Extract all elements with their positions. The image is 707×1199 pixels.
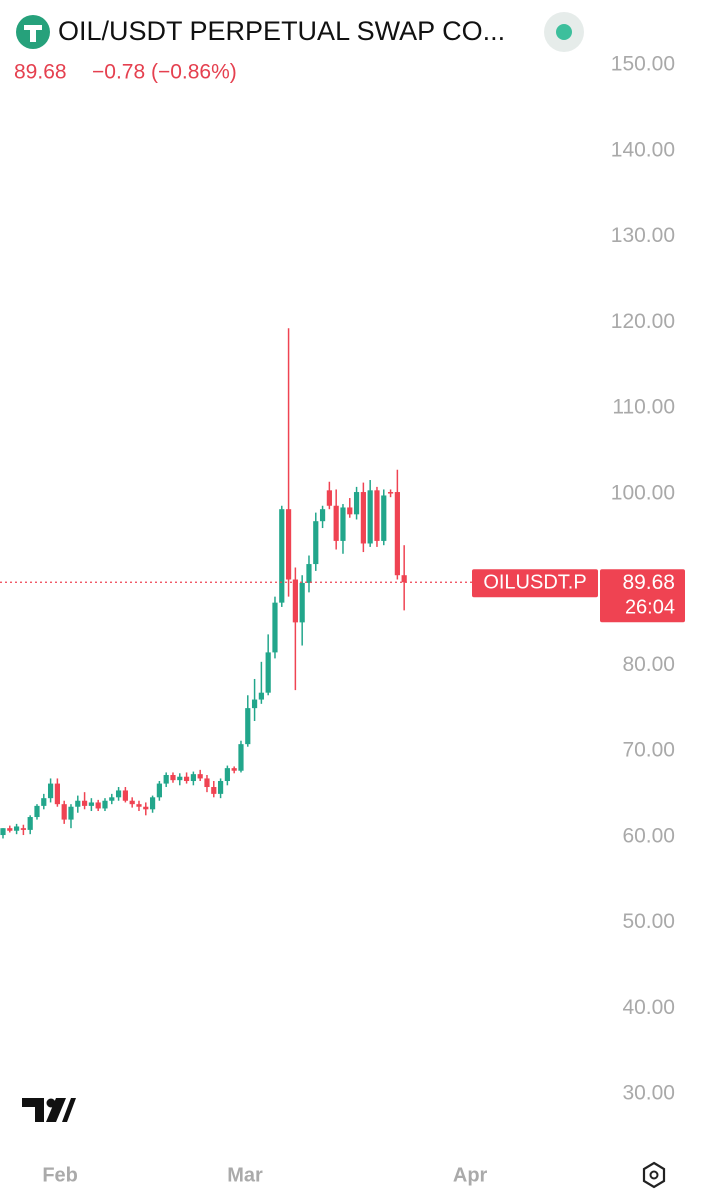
y-tick-label: 70.00 — [622, 739, 675, 762]
y-tick-label: 130.00 — [611, 224, 675, 247]
candle-body — [265, 652, 271, 693]
y-tick-label: 140.00 — [611, 138, 675, 161]
candle-body — [54, 783, 60, 805]
candle-body — [313, 521, 319, 565]
symbol-title: OIL/USDT PERPETUAL SWAP CO... — [58, 16, 505, 46]
candle-body — [367, 490, 373, 544]
candle-body — [374, 490, 380, 541]
candle-body — [285, 509, 292, 580]
candle-body — [0, 828, 6, 836]
candle-body — [7, 828, 13, 831]
tradingview-logo — [22, 1098, 76, 1122]
candle-body — [306, 564, 312, 583]
y-tick-label: 120.00 — [611, 310, 675, 333]
candle-body — [88, 802, 94, 806]
candle-body — [347, 507, 353, 515]
candle-body — [299, 582, 305, 623]
candle-body — [197, 774, 203, 779]
countdown-label: 26:04 — [625, 597, 675, 619]
candle-body — [224, 768, 230, 782]
coin-logo-mark — [24, 25, 42, 42]
candle-body — [129, 800, 135, 805]
candle-body — [34, 805, 40, 818]
candle-body — [360, 492, 366, 544]
candle-body — [211, 787, 217, 794]
candle-body — [136, 804, 142, 807]
candle-body — [20, 828, 26, 830]
candle-body — [401, 575, 407, 583]
candle-body — [238, 744, 244, 771]
candle-body — [231, 768, 237, 771]
candle-body — [217, 781, 224, 794]
last-price: 89.68 — [14, 61, 67, 84]
candle-body — [183, 776, 190, 782]
x-tick-label: Feb — [42, 1164, 78, 1186]
candle-body — [122, 790, 128, 801]
y-tick-label: 60.00 — [622, 824, 675, 847]
candle-body — [340, 507, 346, 541]
candle-body — [353, 492, 360, 515]
x-tick-label: Apr — [453, 1164, 488, 1186]
candle-body — [143, 806, 149, 810]
candle-body — [326, 490, 332, 506]
plot: 150.00 140.00 130.00 120.00 110.00 100.00 80.0… — [0, 53, 685, 1186]
candle-body — [68, 806, 74, 820]
status-dot — [556, 24, 572, 40]
y-tick-label: 80.00 — [622, 653, 675, 676]
candle-body — [394, 492, 400, 576]
candle-body — [81, 800, 88, 806]
candle-body — [387, 492, 394, 494]
symbol-tag — [472, 569, 598, 598]
y-tick-label: 100.00 — [611, 481, 675, 504]
candle-body — [177, 776, 183, 781]
candle-body — [319, 509, 326, 522]
candle-body — [381, 495, 387, 541]
candle-body — [27, 817, 33, 830]
x-tick-label: Mar — [227, 1164, 263, 1186]
y-tick-label: 50.00 — [622, 910, 675, 933]
candle-body — [272, 602, 278, 653]
y-tick-label: 40.00 — [622, 996, 675, 1019]
candle-body — [245, 708, 251, 745]
candle-body — [75, 800, 81, 807]
candle-body — [279, 509, 285, 603]
candle-body — [47, 783, 54, 799]
candle-body — [258, 692, 264, 700]
candle-body — [149, 797, 156, 810]
candle-body — [61, 804, 67, 820]
candle-body — [190, 774, 196, 782]
candle-body — [115, 790, 122, 798]
price-tag-label: 89.68 — [622, 571, 675, 594]
settings-icon[interactable] — [642, 1161, 666, 1189]
y-tick-label: 150.00 — [611, 53, 675, 76]
candle-body — [292, 579, 298, 623]
y-tick-label: 30.00 — [622, 1082, 675, 1105]
candle-body — [251, 699, 258, 709]
candle-body — [333, 505, 339, 541]
price-change: −0.78 (−0.86%) — [92, 61, 237, 84]
candle-body — [109, 797, 115, 801]
candle-body — [170, 775, 176, 781]
symbol-tag-label: OILUSDT.P — [483, 572, 586, 594]
candle-body — [95, 802, 101, 809]
settings-icon-dot — [649, 1170, 659, 1180]
candle-body — [163, 775, 169, 784]
candle-body — [204, 778, 210, 788]
candle-body — [156, 783, 162, 798]
candle-body — [41, 798, 47, 806]
candle-body — [13, 826, 20, 831]
y-tick-label: 110.00 — [612, 396, 675, 419]
price-tag — [600, 569, 685, 623]
candle-body — [102, 800, 108, 809]
